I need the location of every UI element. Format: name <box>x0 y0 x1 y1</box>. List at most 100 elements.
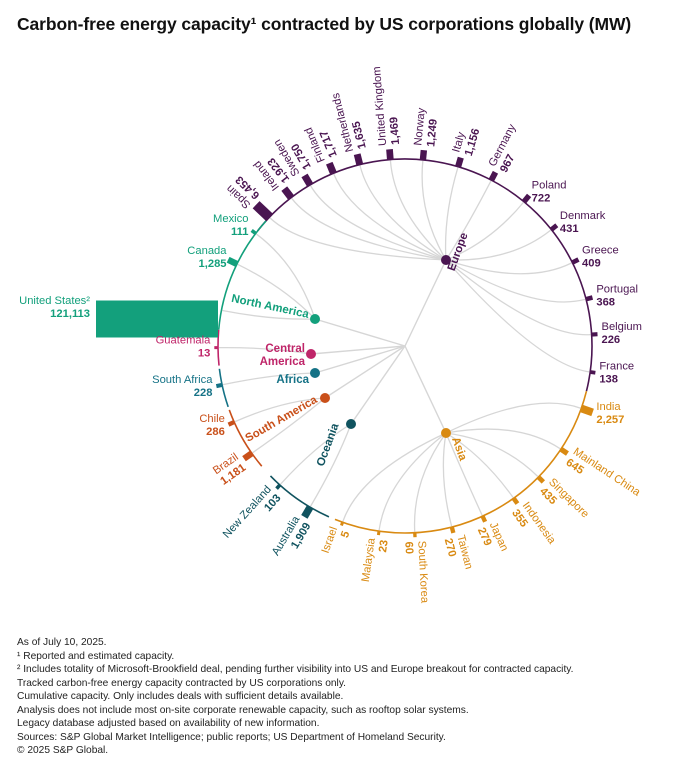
bar-spain <box>252 201 273 221</box>
radial-chart: Spain6,453Ireland1,923Sweden1,750Finland… <box>19 66 643 605</box>
country-label-text: Poland 722 <box>532 179 567 204</box>
bar-norway <box>419 149 428 161</box>
bar-sweden <box>301 173 314 187</box>
country-label: Guatemala 13 <box>156 335 212 360</box>
country-name: South Korea <box>415 541 430 605</box>
country-label: Belgium 226 <box>601 321 641 346</box>
region-arc <box>269 475 330 518</box>
country-name: United States² <box>19 295 90 307</box>
country-label-text: Denmark 431 <box>560 210 606 235</box>
country-value: 13 <box>198 348 210 360</box>
country-label: Italy1,156 <box>450 124 482 158</box>
country-label: Norway1,249 <box>412 107 440 148</box>
country-label-text: Italy1,156 <box>450 124 482 158</box>
country-link <box>378 432 447 531</box>
country-link <box>413 432 447 532</box>
hub-central-america <box>306 349 316 359</box>
country-link <box>445 259 590 373</box>
bar-indonesia <box>511 496 520 505</box>
country-label: Australia1,909 <box>270 514 314 558</box>
country-label: Poland 722 <box>532 179 567 204</box>
country-link <box>234 397 326 423</box>
bar-mainland-china <box>559 447 569 456</box>
country-value: 226 <box>601 334 620 346</box>
region-arc <box>217 329 220 366</box>
country-link <box>445 432 483 516</box>
country-value: 2,257 <box>596 414 624 426</box>
bar-canada <box>226 256 239 267</box>
footnotes: As of July 10, 2025. ¹ Reported and estim… <box>17 636 573 758</box>
country-link <box>445 402 581 434</box>
country-label-text: Mexico 111 <box>213 213 248 238</box>
country-label: France 138 <box>599 360 634 385</box>
bar-japan <box>480 515 488 523</box>
country-name: Israel <box>320 525 340 555</box>
country-name: Belgium <box>601 321 641 333</box>
bar-taiwan <box>449 526 456 534</box>
bar-brazil <box>242 450 254 462</box>
bar-france <box>589 370 596 375</box>
country-link <box>445 428 561 450</box>
footnote-line: Cumulative capacity. Only includes deals… <box>17 691 344 702</box>
country-link <box>252 397 326 454</box>
center-link <box>310 345 406 355</box>
bar-israel <box>340 521 344 527</box>
region-arc <box>334 391 588 534</box>
country-label: Malaysia23 <box>360 537 391 585</box>
country-name: France <box>599 360 634 372</box>
country-label: Israel5 <box>320 525 353 559</box>
bar-poland <box>521 193 532 204</box>
country-label-text: New Zealand103 <box>221 484 284 550</box>
center-link <box>314 345 406 374</box>
region-label-line: Central <box>265 343 305 355</box>
region-label-line: America <box>260 356 306 368</box>
country-link <box>222 309 316 320</box>
link-lines <box>219 160 591 532</box>
footnote-line: ¹ Reported and estimated capacity. <box>17 650 175 662</box>
country-label-text: Malaysia23 <box>360 537 391 585</box>
country-label: Greece 409 <box>582 245 619 270</box>
footnote-line: Tracked carbon-free energy capacity cont… <box>17 677 346 689</box>
region-arc <box>218 368 229 408</box>
country-label: Canada 1,285 <box>187 245 227 270</box>
country-name: Norway <box>412 107 428 146</box>
country-value: 722 <box>532 192 551 204</box>
country-link <box>445 259 586 303</box>
country-name: Italy <box>450 130 467 153</box>
bar-united-kingdom <box>386 149 394 160</box>
country-link <box>269 217 447 261</box>
country-label-text: Chile 286 <box>199 413 225 438</box>
center-link <box>404 345 447 434</box>
country-name: India <box>596 401 621 413</box>
country-label-text: South Korea60 <box>402 541 430 605</box>
footnote-line: ² Includes totality of Microsoft-Brookfi… <box>17 664 574 675</box>
country-value: 1,156 <box>463 127 482 157</box>
region-label: South America <box>244 394 320 445</box>
country-label-text: Israel5 <box>320 525 353 559</box>
country-value: 1,469 <box>388 116 402 145</box>
country-name: United Kingdom <box>371 66 389 146</box>
country-value: 121,113 <box>50 308 90 320</box>
region-label: Asia <box>449 436 469 463</box>
country-link <box>445 180 492 261</box>
chart-title: Carbon-free energy capacity¹ contracted … <box>17 14 632 34</box>
bar-greece <box>571 257 580 265</box>
center-link <box>404 259 447 347</box>
country-name: Denmark <box>560 210 606 222</box>
country-link <box>222 372 316 386</box>
country-label-text: Canada 1,285 <box>187 245 227 270</box>
hub-north-america <box>310 314 320 324</box>
country-name: Portugal <box>596 284 638 296</box>
country-link <box>445 259 591 336</box>
country-label-text: Greece 409 <box>582 245 619 270</box>
country-value: 1,285 <box>199 258 227 270</box>
country-value: 228 <box>194 387 213 399</box>
country-label: Indonesia355 <box>509 500 558 547</box>
country-name: Poland <box>532 179 567 191</box>
country-name: New Zealand <box>221 484 274 541</box>
country-label: Taiwan270 <box>442 534 475 571</box>
hub-europe <box>441 255 451 265</box>
country-link <box>445 202 524 261</box>
footnote-line: Legacy database adjusted based on availa… <box>17 718 320 729</box>
